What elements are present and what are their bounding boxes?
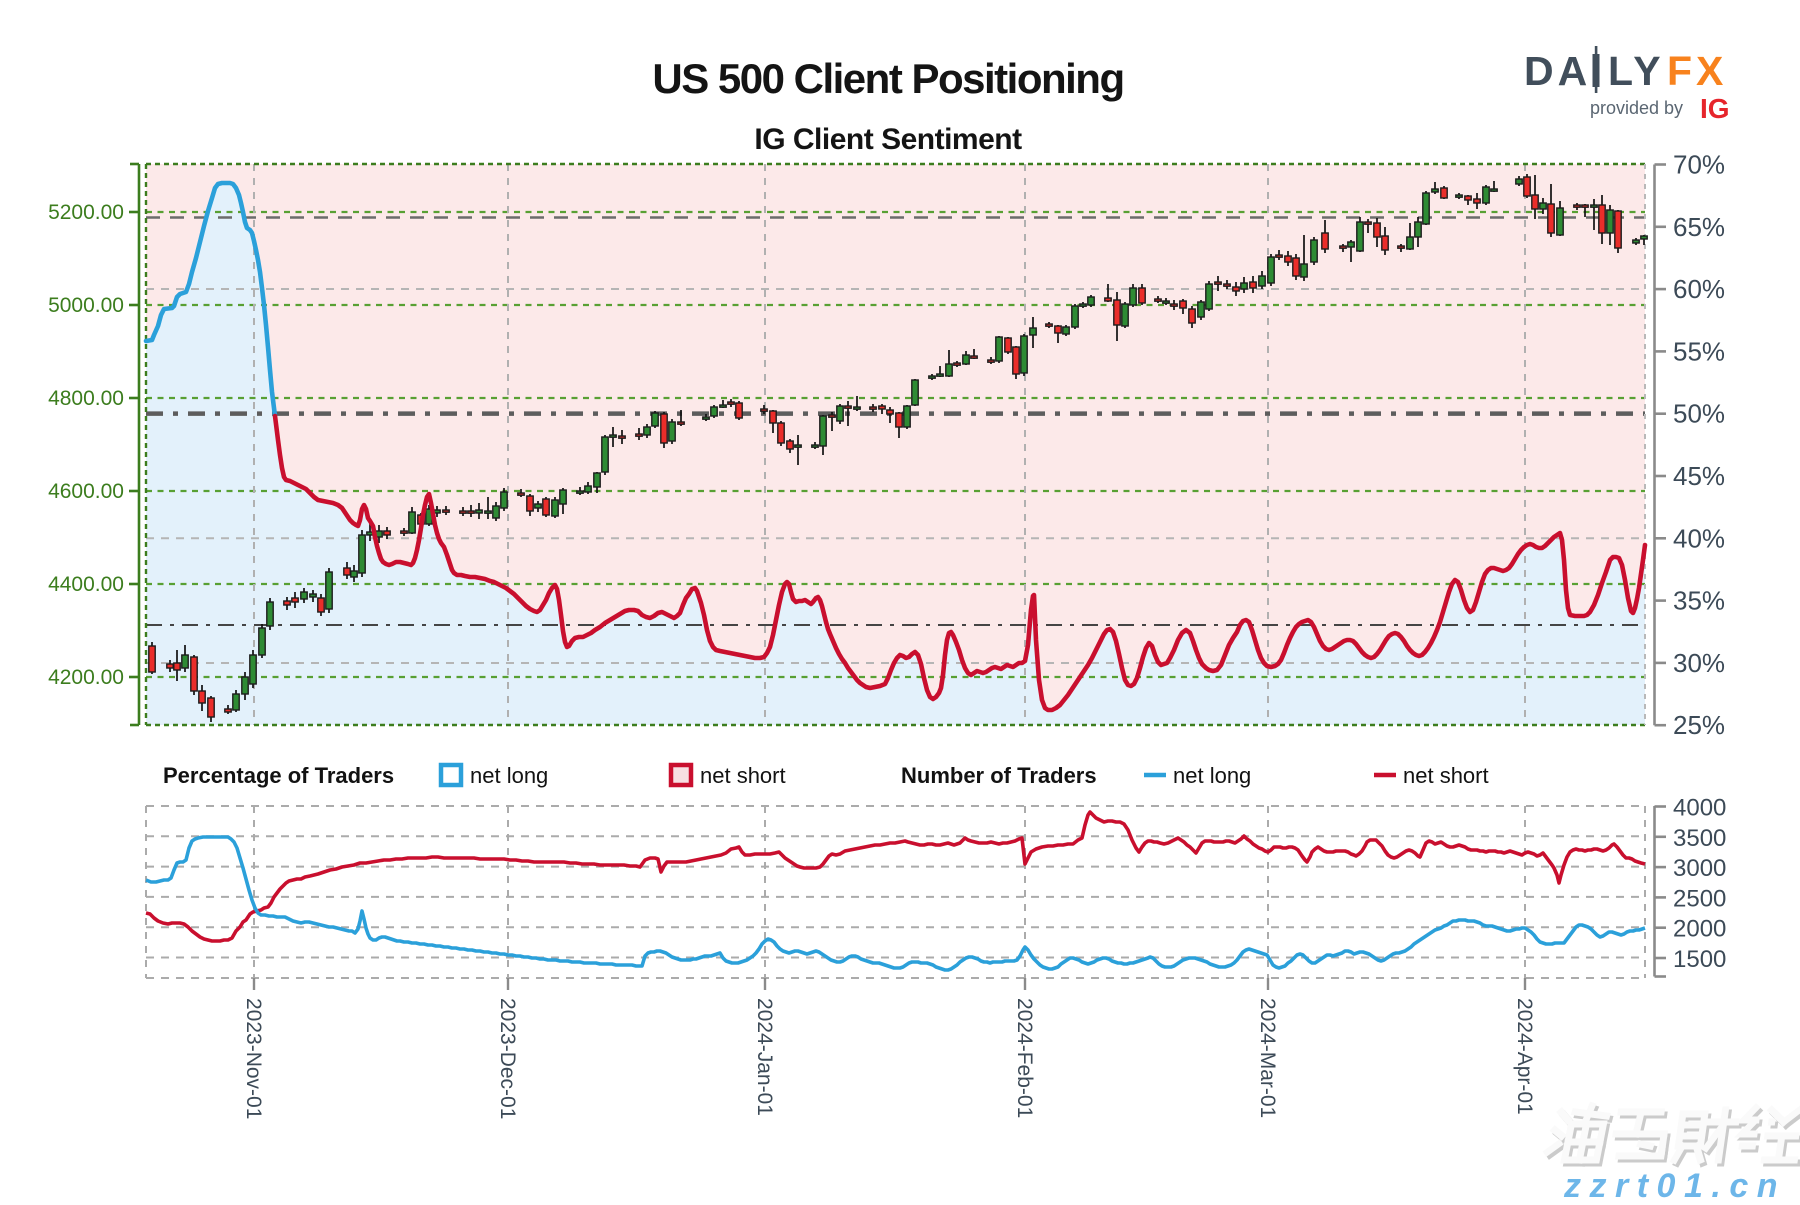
svg-text:4400.00: 4400.00: [48, 573, 124, 596]
svg-text:5200.00: 5200.00: [48, 201, 124, 224]
svg-text:DA: DA: [1524, 48, 1591, 94]
svg-text:5000.00: 5000.00: [48, 294, 124, 317]
svg-text:2023-Nov-01: 2023-Nov-01: [242, 998, 265, 1119]
svg-text:2500: 2500: [1673, 885, 1726, 912]
svg-text:IG Client Sentiment: IG Client Sentiment: [754, 123, 1022, 156]
svg-text:US 500 Client Positioning: US 500 Client Positioning: [652, 55, 1123, 102]
svg-text:2024-Jan-01: 2024-Jan-01: [753, 998, 776, 1116]
svg-text:IG: IG: [1700, 93, 1730, 124]
svg-text:30%: 30%: [1673, 648, 1725, 678]
svg-text:FX: FX: [1667, 48, 1727, 94]
svg-text:LY: LY: [1608, 48, 1665, 94]
svg-text:65%: 65%: [1673, 212, 1725, 242]
svg-text:Percentage of Traders: Percentage of Traders: [163, 763, 394, 788]
svg-text:35%: 35%: [1673, 586, 1725, 616]
svg-text:50%: 50%: [1673, 399, 1725, 429]
svg-text:net long: net long: [470, 763, 548, 788]
svg-text:4800.00: 4800.00: [48, 387, 124, 410]
svg-text:4600.00: 4600.00: [48, 480, 124, 503]
svg-text:40%: 40%: [1673, 523, 1725, 553]
svg-text:2024-Apr-01: 2024-Apr-01: [1513, 998, 1536, 1115]
svg-text:provided by: provided by: [1590, 98, 1683, 118]
svg-text:net short: net short: [700, 763, 786, 788]
svg-text:60%: 60%: [1673, 274, 1725, 304]
svg-text:Number of Traders: Number of Traders: [901, 763, 1097, 788]
svg-text:3500: 3500: [1673, 825, 1726, 852]
svg-text:1500: 1500: [1673, 946, 1726, 973]
svg-text:45%: 45%: [1673, 461, 1725, 491]
svg-text:2023-Dec-01: 2023-Dec-01: [496, 998, 519, 1119]
svg-text:2024-Feb-01: 2024-Feb-01: [1013, 998, 1036, 1118]
svg-text:4200.00: 4200.00: [48, 666, 124, 689]
svg-text:net short: net short: [1403, 763, 1489, 788]
svg-text:55%: 55%: [1673, 336, 1725, 366]
svg-text:2024-Mar-01: 2024-Mar-01: [1256, 998, 1279, 1118]
svg-text:25%: 25%: [1673, 710, 1725, 740]
svg-text:4000: 4000: [1673, 795, 1726, 822]
svg-text:zzrt01.cn: zzrt01.cn: [1563, 1167, 1786, 1200]
svg-text:3000: 3000: [1673, 855, 1726, 882]
svg-text:net long: net long: [1173, 763, 1251, 788]
svg-text:70%: 70%: [1673, 150, 1725, 180]
svg-text:2000: 2000: [1673, 916, 1726, 943]
